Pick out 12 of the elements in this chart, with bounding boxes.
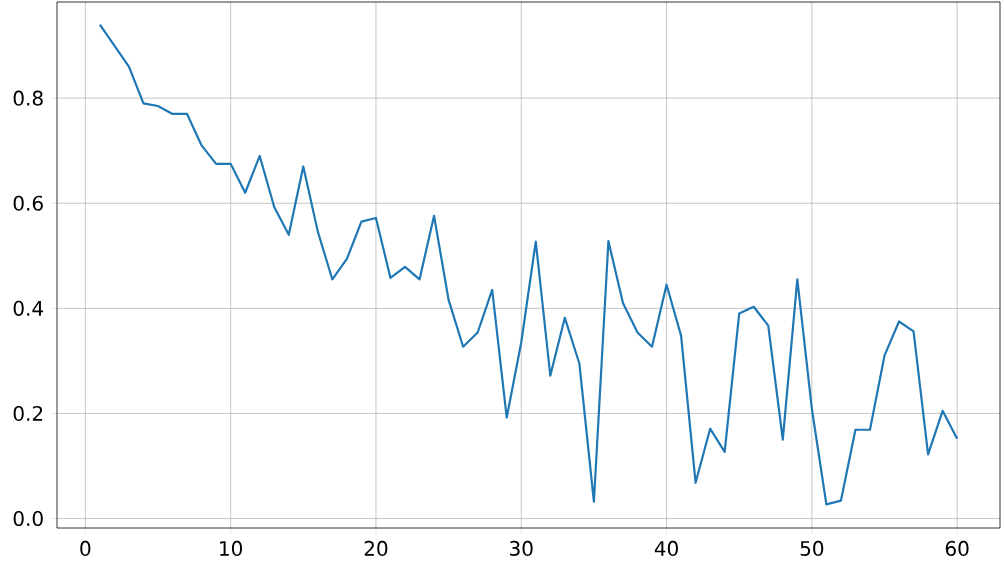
- x-tick-label: 60: [945, 540, 969, 556]
- x-tick-label: 50: [800, 540, 824, 556]
- y-tick-label: 0.8: [13, 90, 43, 106]
- x-tick-label: 0: [80, 540, 91, 556]
- y-tick-label: 0.4: [13, 300, 44, 316]
- y-tick-label: 0.2: [13, 405, 43, 422]
- x-tick-label: 10: [220, 540, 243, 556]
- x-tick-label: 40: [654, 540, 678, 556]
- y-tick-label: 0.0: [13, 510, 43, 527]
- x-tick-label: 30: [510, 540, 533, 556]
- y-tick-label: 0.6: [13, 195, 43, 211]
- x-tick-label: 20: [364, 540, 388, 556]
